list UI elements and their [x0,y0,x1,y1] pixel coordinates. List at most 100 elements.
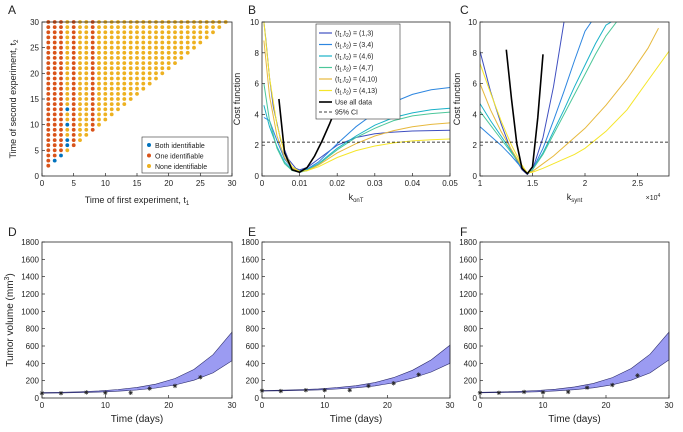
point-none-identifiable [122,66,127,71]
point-one-identifiable [52,143,57,148]
point-none-identifiable [78,107,82,112]
panel-b-plot-area [262,22,450,174]
point-none-identifiable [97,76,101,81]
panel-d-ytick-label: 800 [26,325,40,334]
legend-eq: ) = ( [349,54,362,61]
panel-e-xtick-label: 0 [260,401,265,410]
legend-eq: ) = ( [349,77,362,84]
point-none-identifiable [154,71,158,76]
point-one-identifiable [59,148,63,153]
panel-a-legend-label: None identifiable [155,164,207,171]
panel-a-xtick-label: 10 [101,179,110,188]
point-one-identifiable [46,50,51,55]
point-none-identifiable [122,35,127,40]
point-none-identifiable [204,30,209,35]
point-none-identifiable [65,50,70,55]
point-one-identifiable [46,61,51,65]
point-none-identifiable [84,71,89,76]
point-one-identifiable [59,143,63,148]
point-none-identifiable [97,86,101,91]
point-one-identifiable [59,117,63,122]
series-line [480,51,669,174]
star-d2 [566,390,571,394]
point-none-identifiable [103,76,108,81]
point-none-identifiable [217,25,222,29]
point-one-identifiable [46,133,51,137]
point-none-identifiable [97,50,101,55]
star-d2 [128,390,133,395]
point-one-identifiable [71,138,76,143]
point-none-identifiable [65,133,70,137]
star-d2 [610,383,615,387]
point-none-identifiable [154,66,158,71]
panel-e-observed-point [416,372,421,377]
point-none-identifiable [135,35,139,40]
point-none-identifiable [84,127,89,132]
panel-d-ylabel-sup: 3 [4,276,11,280]
point-one-identifiable [46,122,51,127]
point-none-identifiable [65,66,70,71]
point-none-identifiable [97,25,101,29]
point-none-identifiable [166,40,171,45]
point-one-identifiable [46,86,51,91]
star-d2 [304,388,308,393]
star-d2 [84,390,89,395]
legend-paren-close: ) [375,88,377,95]
point-one-identifiable [59,30,63,35]
legend-comma: ,t [342,42,346,49]
panel-a-legend [141,136,229,174]
point-none-identifiable [84,35,89,40]
panel-b-legend-label: (t1,t2) = (4,13) [335,88,377,97]
legend-t2-sub: 2 [346,91,349,97]
panel-b-xlabel-sub: onT [353,198,364,204]
point-none-identifiable [78,45,82,50]
point-none-identifiable [128,25,133,29]
legend-sep: , [365,31,367,38]
point-none-identifiable [103,61,108,65]
panel-e-label: E [248,225,256,239]
point-one-identifiable [52,40,57,45]
point-none-identifiable [78,66,82,71]
point-none-identifiable [173,35,177,40]
point-none-identifiable [135,71,139,76]
point-none-identifiable [65,102,70,106]
point-one-identifiable [52,127,57,132]
point-none-identifiable [65,148,70,153]
point-none-identifiable [78,112,82,117]
legend-t1-sub: 1 [339,33,342,39]
panel-b-ytick-label: 2 [255,141,260,150]
point-one-identifiable [59,61,63,65]
legend-eq: ) = ( [349,65,362,72]
panel-f-xtick-label: 0 [478,401,483,410]
legend-paren-open: (t [335,31,339,38]
point-none-identifiable [128,30,133,35]
panel-d-ytick-label: 200 [26,377,40,386]
point-one-identifiable [46,148,51,153]
point-none-identifiable [97,107,101,112]
point-one-identifiable [90,92,95,96]
legend-comma: ,t [342,88,346,95]
series-line [480,27,659,174]
point-one-identifiable [71,45,76,50]
panel-c-exponent-power: 4 [658,193,661,199]
panel-f-ytick-label: 400 [464,359,478,368]
star-d2 [366,384,371,388]
legend-t1-value: 4 [361,88,365,95]
point-none-identifiable [65,56,70,60]
point-none-identifiable [173,50,177,55]
point-none-identifiable [128,76,133,81]
point-none-identifiable [97,92,101,96]
point-one-identifiable [46,25,51,29]
point-one-identifiable [90,122,95,127]
legend-t1-sub: 1 [339,56,342,62]
point-one-identifiable [90,127,95,132]
panel-c-ylabel: Cost function [452,73,462,126]
point-none-identifiable [147,66,152,71]
point-none-identifiable [154,30,158,35]
point-none-identifiable [84,107,89,112]
panel-f-frame [479,241,670,399]
point-none-identifiable [173,25,177,29]
panel-f-prediction-band [479,331,670,394]
panel-b-legend-label: (t1,t2) = (1,3) [335,31,373,40]
panel-b-ytick-label: 6 [255,80,260,89]
